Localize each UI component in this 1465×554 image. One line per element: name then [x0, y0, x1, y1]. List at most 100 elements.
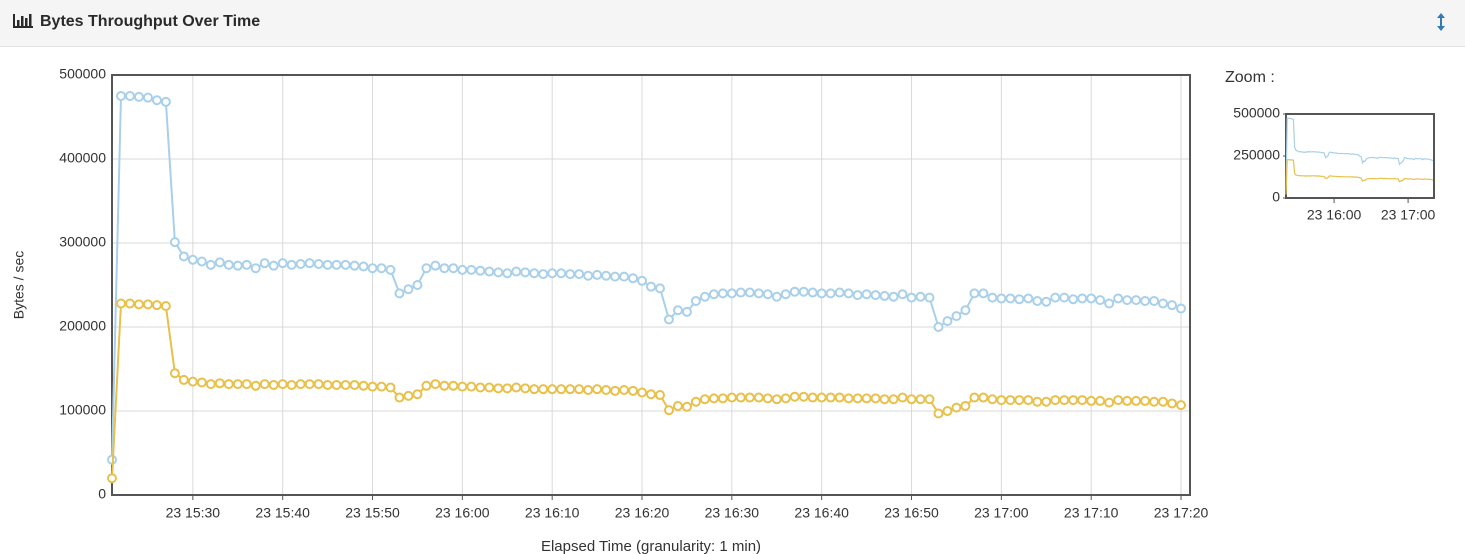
data-point — [286, 379, 297, 390]
panel-title: Bytes Throughput Over Time — [40, 13, 260, 30]
data-point — [295, 379, 306, 390]
data-point — [924, 394, 935, 405]
data-point — [565, 384, 576, 395]
data-point — [448, 263, 459, 274]
x-tick-label: 23 16:30 — [705, 505, 760, 521]
data-point — [151, 95, 162, 106]
data-point — [556, 268, 567, 279]
data-point — [1005, 293, 1016, 304]
series-line — [1285, 159, 1433, 195]
data-point — [520, 267, 531, 278]
y-tick-label: 300000 — [59, 234, 106, 250]
data-point — [1113, 395, 1124, 406]
data-point — [888, 394, 899, 405]
data-point — [969, 288, 980, 299]
data-point — [978, 288, 989, 299]
data-point — [1122, 395, 1133, 406]
y-axis-label: Bytes / sec — [11, 251, 27, 319]
data-point — [232, 379, 243, 390]
data-point — [160, 301, 171, 311]
data-point — [1113, 293, 1124, 304]
x-tick-label: 23 16:00 — [435, 505, 490, 521]
data-point — [529, 268, 540, 279]
data-point — [807, 392, 818, 403]
data-point — [133, 91, 144, 102]
data-point — [151, 300, 162, 311]
data-point — [870, 290, 881, 301]
x-tick-label: 23 15:30 — [166, 505, 221, 521]
data-point — [574, 384, 585, 395]
data-point — [214, 378, 225, 389]
data-point — [654, 283, 665, 294]
data-point — [205, 379, 216, 390]
data-point — [654, 390, 665, 401]
data-point — [1167, 398, 1178, 409]
data-point — [735, 287, 746, 298]
data-point — [888, 291, 899, 302]
data-point — [879, 394, 890, 405]
data-point — [663, 405, 674, 416]
data-point — [1014, 294, 1025, 305]
data-point — [547, 384, 558, 395]
data-point — [430, 260, 441, 271]
data-point — [726, 288, 737, 299]
data-point — [259, 258, 270, 269]
data-point — [960, 400, 971, 411]
data-point — [1032, 396, 1043, 407]
collapse-toggle[interactable] — [1437, 13, 1445, 31]
data-point — [672, 400, 683, 411]
y-tick-label: 400000 — [59, 150, 106, 166]
data-point — [1077, 293, 1088, 304]
data-point — [1131, 395, 1142, 406]
data-point — [466, 381, 477, 392]
data-point — [421, 380, 432, 391]
x-tick-label: 23 17:20 — [1154, 505, 1209, 521]
y-tick-label: 250000 — [1233, 147, 1280, 163]
data-point — [277, 379, 288, 390]
data-point — [753, 288, 764, 299]
data-point — [1050, 395, 1061, 406]
data-point — [133, 299, 144, 310]
data-point — [169, 237, 180, 248]
data-point — [601, 270, 612, 281]
data-point — [403, 284, 414, 295]
data-point — [690, 295, 701, 306]
data-point — [780, 393, 791, 404]
data-point — [771, 291, 782, 302]
data-point — [547, 268, 558, 279]
data-point — [268, 379, 279, 390]
data-point — [439, 263, 450, 274]
data-point — [421, 263, 432, 274]
data-point — [825, 288, 836, 299]
data-point — [340, 379, 351, 390]
data-point — [466, 264, 477, 275]
data-point — [1140, 295, 1151, 306]
data-point — [1014, 395, 1025, 406]
data-point — [304, 379, 315, 390]
data-point — [906, 394, 917, 405]
data-point — [511, 382, 522, 393]
data-point — [223, 259, 234, 270]
data-point — [187, 254, 198, 265]
data-point — [1176, 400, 1187, 411]
data-point — [1149, 396, 1160, 407]
data-point — [178, 374, 189, 385]
data-point — [735, 392, 746, 403]
data-point — [699, 291, 710, 302]
data-point — [762, 289, 773, 300]
data-point — [852, 393, 863, 404]
data-point — [816, 288, 827, 299]
data-point — [412, 280, 423, 290]
data-point — [205, 259, 216, 270]
data-point — [708, 289, 719, 300]
data-point — [592, 384, 603, 395]
x-tick-label: 23 15:40 — [255, 505, 310, 521]
data-point — [142, 92, 153, 103]
data-point — [439, 380, 450, 391]
data-point — [1050, 292, 1061, 303]
data-point — [1149, 295, 1160, 306]
data-point — [313, 259, 324, 269]
data-point — [484, 266, 495, 277]
data-point — [250, 263, 261, 274]
